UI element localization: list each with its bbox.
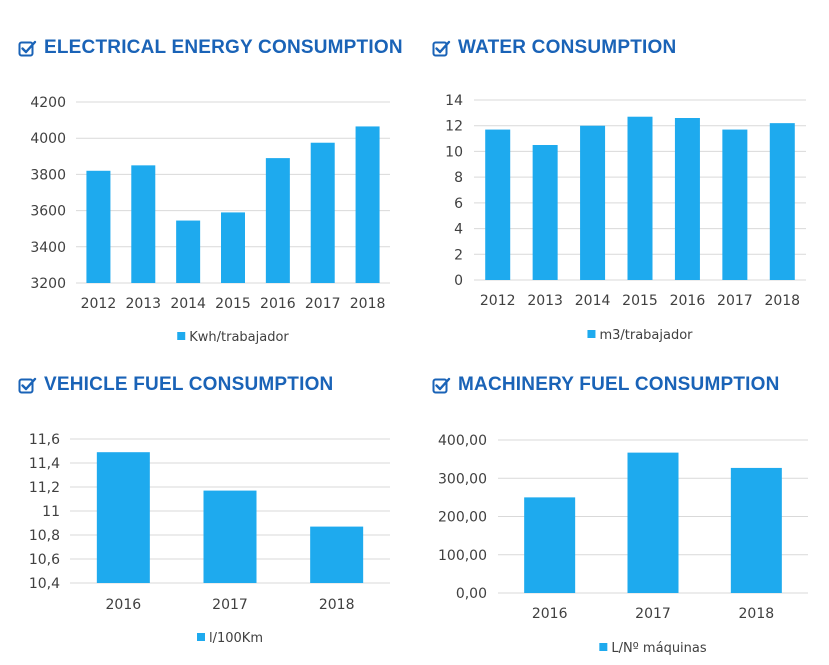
- bar: [485, 129, 511, 280]
- y-tick-label: 2: [454, 247, 463, 263]
- y-tick-label: 10: [445, 144, 463, 160]
- bar: [265, 158, 290, 283]
- y-tick-label: 14: [445, 93, 463, 109]
- y-tick-label: 4: [454, 222, 463, 238]
- legend-swatch: [177, 332, 186, 340]
- y-tick-label: 3200: [30, 276, 66, 292]
- legend-swatch: [587, 330, 596, 338]
- x-tick-label: 2018: [739, 606, 775, 622]
- x-tick-label: 2018: [350, 296, 386, 312]
- legend-label: L/Nº máquinas: [611, 641, 707, 656]
- bar: [769, 123, 795, 281]
- bar: [203, 490, 257, 583]
- bar: [86, 170, 111, 283]
- y-tick-label: 3400: [30, 240, 66, 256]
- x-tick-label: 2016: [532, 606, 568, 622]
- x-tick-label: 2017: [305, 296, 341, 312]
- x-tick-label: 2012: [81, 296, 117, 312]
- bar: [627, 452, 679, 593]
- y-tick-label: 11,4: [29, 456, 60, 472]
- machinery-fuel-heading: MACHINERY FUEL CONSUMPTION: [432, 374, 780, 396]
- y-tick-label: 11,6: [29, 432, 60, 448]
- bar: [580, 125, 606, 280]
- x-tick-label: 2014: [575, 293, 611, 309]
- y-tick-label: 10,4: [29, 576, 60, 592]
- bar: [176, 220, 201, 283]
- x-tick-label: 2015: [622, 293, 658, 309]
- bar: [627, 116, 653, 280]
- chart-title: MACHINERY FUEL CONSUMPTION: [458, 374, 780, 395]
- x-tick-label: 2016: [670, 293, 706, 309]
- checkbox-checked-icon: [432, 40, 451, 57]
- checkbox-checked-icon: [432, 377, 451, 394]
- y-tick-label: 12: [445, 119, 463, 135]
- y-tick-label: 4200: [30, 95, 66, 111]
- x-tick-label: 2018: [764, 293, 800, 309]
- x-tick-label: 2013: [125, 296, 161, 312]
- legend-swatch: [197, 633, 205, 641]
- y-tick-label: 8: [454, 170, 463, 186]
- vehicle-fuel-heading: VEHICLE FUEL CONSUMPTION: [18, 374, 333, 396]
- x-tick-label: 2017: [212, 597, 248, 613]
- x-tick-label: 2017: [717, 293, 753, 309]
- legend-label: m3/trabajador: [599, 328, 693, 343]
- y-tick-label: 3800: [30, 167, 66, 183]
- y-tick-label: 4000: [30, 131, 66, 147]
- x-tick-label: 2016: [106, 597, 142, 613]
- legend-label: Kwh/trabajador: [189, 330, 289, 345]
- y-tick-label: 6: [454, 196, 463, 212]
- y-tick-label: 400,00: [438, 433, 487, 449]
- bar: [722, 129, 748, 280]
- y-tick-label: 11: [42, 504, 60, 520]
- bar: [532, 145, 558, 280]
- y-tick-label: 200,00: [438, 510, 487, 526]
- x-tick-label: 2015: [215, 296, 251, 312]
- electrical-energy-heading: ELECTRICAL ENERGY CONSUMPTION: [18, 37, 403, 59]
- bar: [730, 467, 782, 593]
- checkbox-checked-icon: [18, 377, 37, 394]
- y-tick-label: 10,8: [29, 528, 60, 544]
- chart-title: WATER CONSUMPTION: [458, 37, 677, 58]
- y-tick-label: 11,2: [29, 480, 60, 496]
- y-tick-label: 3600: [30, 204, 66, 220]
- x-tick-label: 2012: [480, 293, 516, 309]
- bar: [131, 165, 156, 283]
- bar: [310, 526, 364, 583]
- checkbox-checked-icon: [18, 40, 37, 57]
- bar: [355, 126, 380, 283]
- chart-title: ELECTRICAL ENERGY CONSUMPTION: [44, 37, 403, 58]
- water-heading: WATER CONSUMPTION: [432, 37, 676, 59]
- y-tick-label: 0,00: [456, 586, 487, 602]
- x-tick-label: 2016: [260, 296, 296, 312]
- x-tick-label: 2018: [319, 597, 355, 613]
- bar: [96, 452, 150, 583]
- y-tick-label: 300,00: [438, 471, 487, 487]
- bar: [524, 497, 576, 593]
- y-tick-label: 100,00: [438, 548, 487, 564]
- bar: [221, 212, 245, 283]
- bar: [674, 118, 700, 280]
- legend-label: l/100Km: [209, 631, 263, 646]
- y-tick-label: 10,6: [29, 552, 60, 568]
- chart-title: VEHICLE FUEL CONSUMPTION: [44, 374, 334, 395]
- legend-swatch: [599, 643, 608, 651]
- bar: [310, 142, 335, 283]
- x-tick-label: 2017: [635, 606, 671, 622]
- y-tick-label: 0: [454, 273, 463, 289]
- x-tick-label: 2013: [527, 293, 563, 309]
- x-tick-label: 2014: [170, 296, 206, 312]
